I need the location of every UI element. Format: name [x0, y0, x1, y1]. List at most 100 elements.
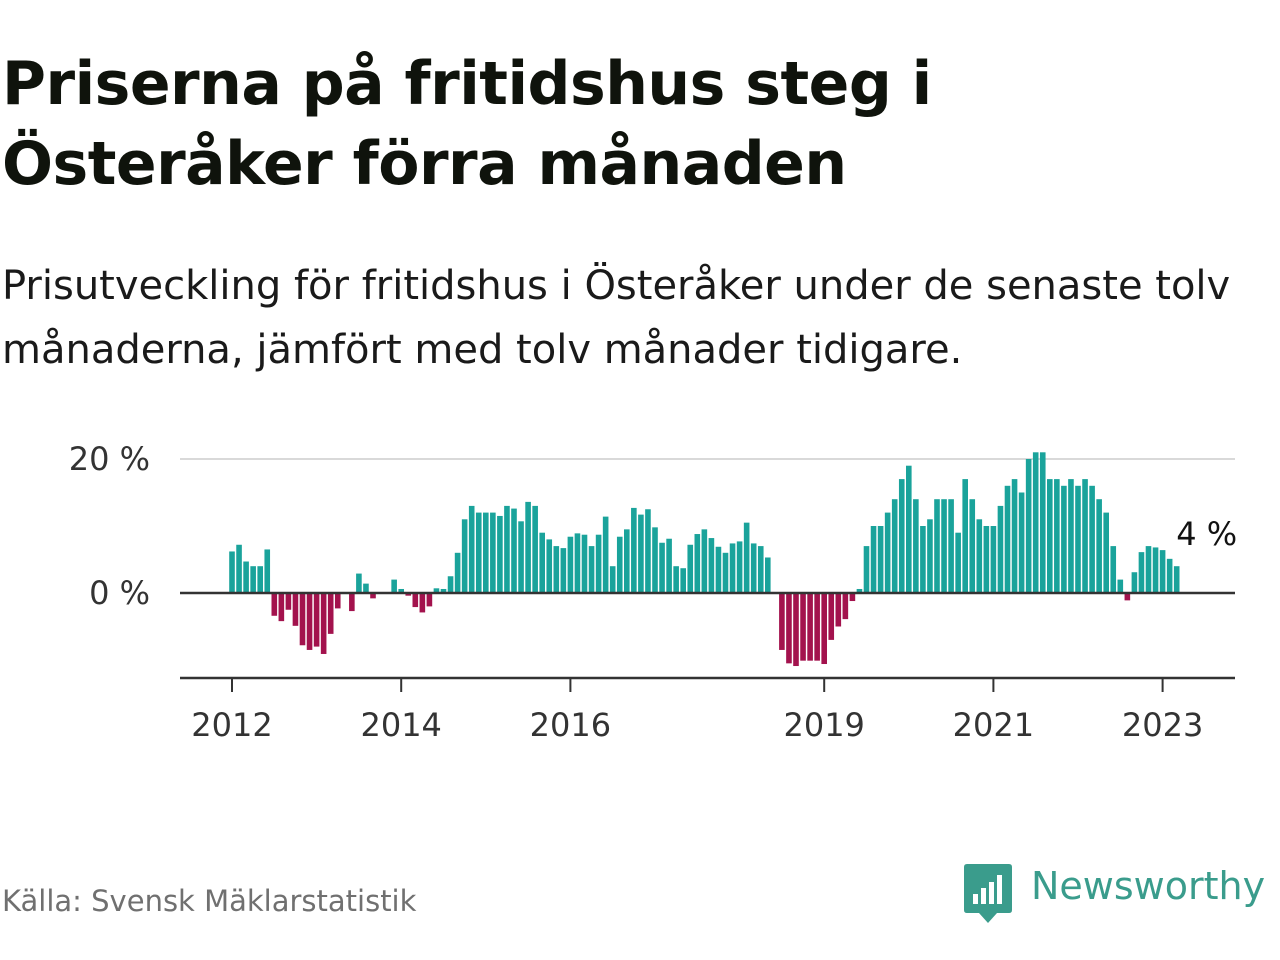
- bar: [941, 499, 947, 593]
- bar: [475, 512, 482, 593]
- bar: [609, 566, 616, 593]
- bar: [997, 505, 1004, 593]
- bar: [913, 499, 919, 593]
- bar: [1096, 499, 1102, 593]
- bar: [990, 526, 997, 593]
- y-tick-label: 0 %: [89, 574, 150, 612]
- x-tick-label: 2014: [360, 706, 441, 744]
- bar: [1166, 558, 1173, 593]
- bar: [877, 526, 884, 593]
- bar: [624, 529, 630, 593]
- bar: [349, 593, 355, 612]
- bar: [814, 593, 820, 661]
- bar: [701, 529, 708, 593]
- bar: [539, 532, 545, 593]
- bar: [574, 533, 581, 593]
- bar: [898, 479, 905, 593]
- bar: [616, 536, 623, 593]
- bar: [729, 543, 736, 593]
- bar: [1025, 459, 1032, 593]
- bar: [1159, 550, 1166, 593]
- bar: [1018, 492, 1025, 593]
- bar: [1124, 593, 1131, 601]
- bar: [666, 538, 672, 593]
- bar: [447, 576, 454, 593]
- bar: [511, 508, 517, 593]
- bar: [278, 593, 285, 622]
- bar: [1110, 546, 1117, 593]
- bar: [334, 593, 341, 609]
- bar: [250, 566, 256, 593]
- bar: [976, 519, 983, 593]
- bar: [800, 593, 806, 661]
- x-tick-label: 2019: [783, 706, 864, 744]
- bar: [631, 507, 637, 593]
- bar: [567, 536, 574, 593]
- bar: [363, 583, 369, 593]
- bar: [1152, 547, 1159, 593]
- bar: [863, 546, 870, 593]
- bar: [948, 499, 954, 593]
- bar: [602, 516, 609, 593]
- bar: [468, 505, 475, 593]
- bar: [1032, 452, 1039, 593]
- bar: [490, 512, 496, 593]
- bar: [419, 593, 426, 613]
- bar: [405, 593, 412, 596]
- bar: [962, 479, 968, 593]
- bar: [391, 579, 397, 593]
- bar: [779, 593, 785, 650]
- bar: [553, 546, 560, 593]
- bar: [546, 539, 553, 593]
- bar: [243, 561, 249, 593]
- bar: [257, 566, 263, 593]
- last-value-label: 4 %: [1176, 515, 1237, 553]
- bar: [299, 593, 306, 646]
- bar: [743, 522, 750, 593]
- bar: [398, 588, 404, 593]
- bars: [229, 452, 1180, 667]
- bar: [906, 465, 912, 593]
- bar: [694, 534, 701, 593]
- bar: [969, 499, 976, 593]
- x-tick-label: 2023: [1122, 706, 1203, 744]
- bar: [320, 593, 327, 654]
- bar: [673, 566, 679, 593]
- bar: [955, 532, 961, 593]
- bar: [313, 593, 320, 647]
- bar: [440, 588, 447, 593]
- bar: [983, 526, 990, 593]
- bar: [588, 546, 595, 593]
- bar: [849, 593, 856, 602]
- bar: [497, 515, 503, 593]
- bar: [708, 538, 715, 593]
- bar: [518, 521, 524, 593]
- axes: [180, 591, 1235, 692]
- bar: [645, 509, 651, 593]
- bar: [652, 527, 658, 593]
- bar: [264, 549, 271, 593]
- bar: [236, 544, 242, 593]
- bar: [786, 593, 792, 664]
- bar: [828, 593, 835, 640]
- bar: [370, 593, 376, 599]
- bar: [426, 593, 433, 607]
- source-note: Källa: Svensk Mäklarstatistik: [2, 884, 417, 918]
- chart-subtitle: Prisutveckling för fritidshus i Österåke…: [2, 263, 1231, 373]
- x-tick-label: 2021: [953, 706, 1034, 744]
- bar: [560, 548, 567, 593]
- bar: [285, 593, 292, 610]
- bar: [1004, 485, 1011, 593]
- bar: [638, 514, 644, 593]
- bar: [1082, 479, 1088, 593]
- x-tick-label: 2016: [530, 706, 611, 744]
- bar: [680, 568, 686, 593]
- bar: [821, 593, 827, 665]
- bar: [807, 593, 813, 661]
- bar: [532, 505, 538, 593]
- bar: [483, 512, 489, 593]
- bar: [1011, 479, 1018, 593]
- bar: [722, 552, 729, 593]
- bar: [229, 551, 235, 593]
- bar: [525, 501, 531, 593]
